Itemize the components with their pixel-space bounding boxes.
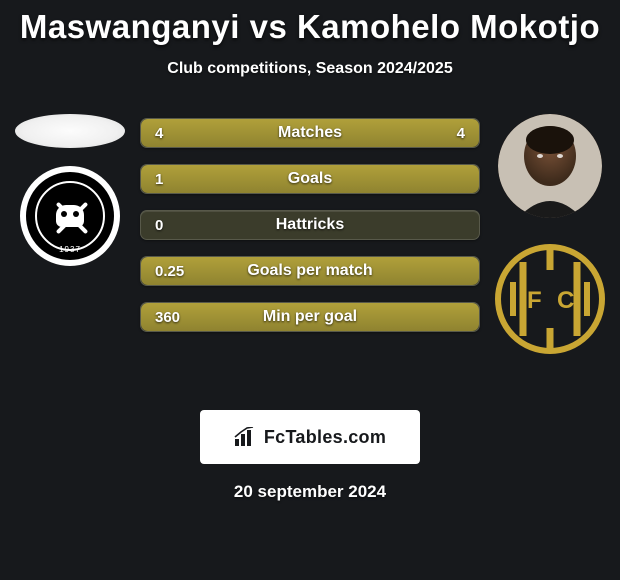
stat-label: Min per goal bbox=[141, 308, 479, 326]
svg-text:F: F bbox=[527, 287, 542, 314]
stat-row: 1Goals bbox=[140, 164, 480, 194]
left-player-photo bbox=[15, 114, 125, 148]
stat-label: Matches bbox=[141, 124, 479, 142]
comparison-panel: 1937 bbox=[0, 118, 620, 378]
date-text: 20 september 2024 bbox=[0, 482, 620, 502]
brand-prefix: Fc bbox=[264, 427, 286, 447]
right-player-column: F C bbox=[490, 118, 610, 356]
svg-text:C: C bbox=[557, 287, 574, 314]
right-club-badge: F C bbox=[493, 242, 607, 356]
stat-value-right: 4 bbox=[457, 125, 465, 142]
left-club-year: 1937 bbox=[26, 245, 114, 254]
stat-label: Goals bbox=[141, 170, 479, 188]
stat-row: 0.25Goals per match bbox=[140, 256, 480, 286]
right-player-photo bbox=[498, 114, 602, 218]
brand-chart-icon bbox=[234, 427, 258, 447]
brand-badge: FcTables.com bbox=[200, 410, 420, 464]
stat-row: 360Min per goal bbox=[140, 302, 480, 332]
page-title: Maswanganyi vs Kamohelo Mokotjo bbox=[0, 0, 620, 46]
stat-label: Hattricks bbox=[141, 216, 479, 234]
left-player-column: 1937 bbox=[10, 118, 130, 266]
stat-row: 4Matches4 bbox=[140, 118, 480, 148]
subtitle: Club competitions, Season 2024/2025 bbox=[0, 60, 620, 78]
brand-suffix: Tables.com bbox=[285, 427, 386, 447]
stats-list: 4Matches4 1Goals 0Hattricks 0.25Goals per m… bbox=[140, 118, 480, 348]
stat-row: 0Hattricks bbox=[140, 210, 480, 240]
left-club-badge: 1937 bbox=[20, 166, 120, 266]
stat-label: Goals per match bbox=[141, 262, 479, 280]
